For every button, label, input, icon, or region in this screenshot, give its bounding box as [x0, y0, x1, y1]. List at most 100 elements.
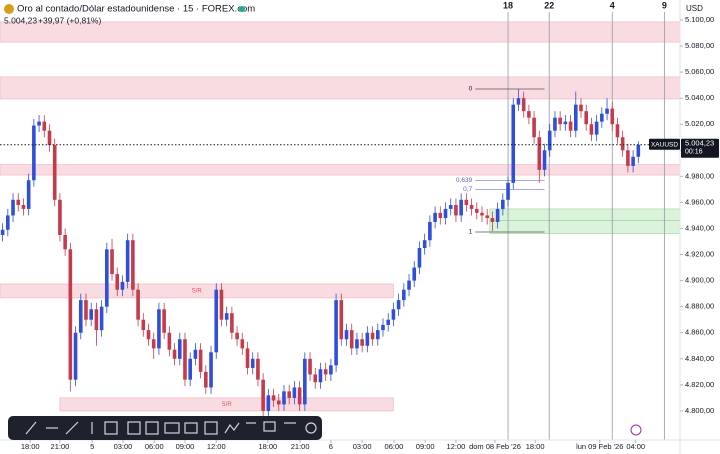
candle-body: [6, 215, 10, 230]
candle-body: [183, 339, 187, 380]
candle-body: [193, 349, 198, 359]
candle-body: [469, 205, 474, 209]
tool-more[interactable]: [305, 422, 317, 434]
tool-fib[interactable]: [104, 421, 118, 435]
candle-body: [485, 215, 490, 219]
currency: USD: [686, 4, 703, 13]
candle-body: [459, 199, 463, 216]
candle-body: [407, 280, 411, 290]
vertical-line-label: 18: [503, 0, 513, 10]
tool-box[interactable]: [204, 421, 218, 435]
y-tick-label: 4.800,00: [685, 406, 714, 415]
zone-label: S/R: [222, 402, 233, 408]
candle-body: [245, 348, 250, 368]
zone-label: S/R: [192, 289, 203, 295]
zone: [0, 283, 394, 299]
candle-body: [464, 199, 469, 206]
candle-body: [157, 309, 161, 349]
price-change: +39,97 (+0,81%): [38, 15, 101, 25]
zone: [0, 164, 681, 176]
y-tick-label: 4.940,00: [685, 223, 714, 232]
candle-body: [63, 234, 67, 250]
candle-body: [287, 391, 291, 398]
candle-body: [438, 212, 443, 219]
x-tick-label: 18:00: [21, 442, 40, 451]
candle-body: [151, 339, 156, 349]
candle-body: [417, 248, 422, 268]
y-tick-label: 4.860,00: [685, 328, 714, 337]
candle-body: [282, 391, 286, 405]
tool-path[interactable]: [224, 422, 240, 434]
fib-label: 0,639: [456, 177, 473, 184]
x-tick-label: 09:00: [416, 442, 435, 451]
tool-trend[interactable]: [65, 421, 79, 435]
y-tick-label: 4.960,00: [685, 197, 714, 206]
y-tick-label: 4.900,00: [685, 276, 714, 285]
candle-body: [303, 358, 307, 405]
candle-body: [474, 208, 479, 213]
alert-icon[interactable]: [630, 424, 642, 436]
x-tick-label: 03:00: [114, 442, 133, 451]
candle-body: [454, 205, 458, 216]
candle-body: [146, 330, 151, 340]
candle-body: [115, 274, 120, 290]
candle-body: [542, 150, 547, 170]
x-tick-label: 12:00: [447, 442, 466, 451]
candle-body: [89, 309, 93, 320]
candle-body: [521, 98, 526, 112]
candle-body: [204, 371, 208, 388]
x-tick-label: 12:00: [207, 442, 226, 451]
candle-body: [26, 180, 31, 209]
x-tick-label: lun 09 Feb '26: [576, 442, 623, 451]
candle-body: [568, 121, 573, 131]
candle-body: [516, 98, 521, 105]
candle-body: [37, 121, 41, 126]
candle-body: [240, 339, 245, 349]
y-tick-label: 4.920,00: [685, 250, 714, 259]
plot: S/R S/R 18 22 4 9 0 0,639 0,7 1: [0, 0, 681, 440]
candle-body: [563, 121, 568, 125]
candle-body: [547, 130, 552, 151]
candle-body: [349, 330, 354, 349]
candle-body: [360, 339, 364, 346]
x-tick-label: dom 08 Feb '26: [469, 442, 521, 451]
fib-label: 1: [469, 229, 473, 236]
candle-body: [355, 339, 359, 349]
candle-body: [573, 104, 578, 131]
candle-body: [188, 358, 192, 380]
candle-body: [511, 104, 516, 183]
candle-body: [209, 352, 213, 388]
x-tick-label: 03:00: [353, 442, 372, 451]
x-tick-label: 18:00: [526, 442, 545, 451]
x-tick-label: 21:00: [291, 442, 310, 451]
candle-body: [297, 387, 302, 405]
candle-body: [256, 358, 260, 380]
candle-body: [594, 121, 599, 135]
candle-body: [365, 332, 370, 346]
candle-body: [292, 387, 297, 398]
candle-body: [73, 332, 78, 380]
candle-body: [162, 309, 166, 333]
candle-body: [99, 306, 104, 331]
candle-body: [631, 156, 635, 166]
tool-note[interactable]: [263, 421, 276, 432]
tool-range2[interactable]: [184, 422, 198, 434]
tool-brush[interactable]: [25, 421, 37, 435]
tool-range[interactable]: [164, 422, 180, 434]
candle-body: [42, 121, 47, 131]
candle-body: [558, 117, 562, 125]
tool-rect[interactable]: [127, 421, 141, 435]
toolbar: [8, 416, 322, 440]
candle-body: [271, 395, 276, 401]
vertical-line-label: 22: [544, 0, 554, 10]
x-tick-label: 04:00: [626, 442, 645, 451]
candle-body: [11, 199, 15, 216]
candle-body: [381, 324, 385, 331]
tool-grid[interactable]: [145, 421, 159, 435]
candle-body: [636, 144, 641, 157]
candle-body: [480, 212, 484, 216]
fib-label: 0,7: [463, 186, 472, 193]
y-tick-label: 4.820,00: [685, 380, 714, 389]
candle-body: [32, 125, 36, 181]
